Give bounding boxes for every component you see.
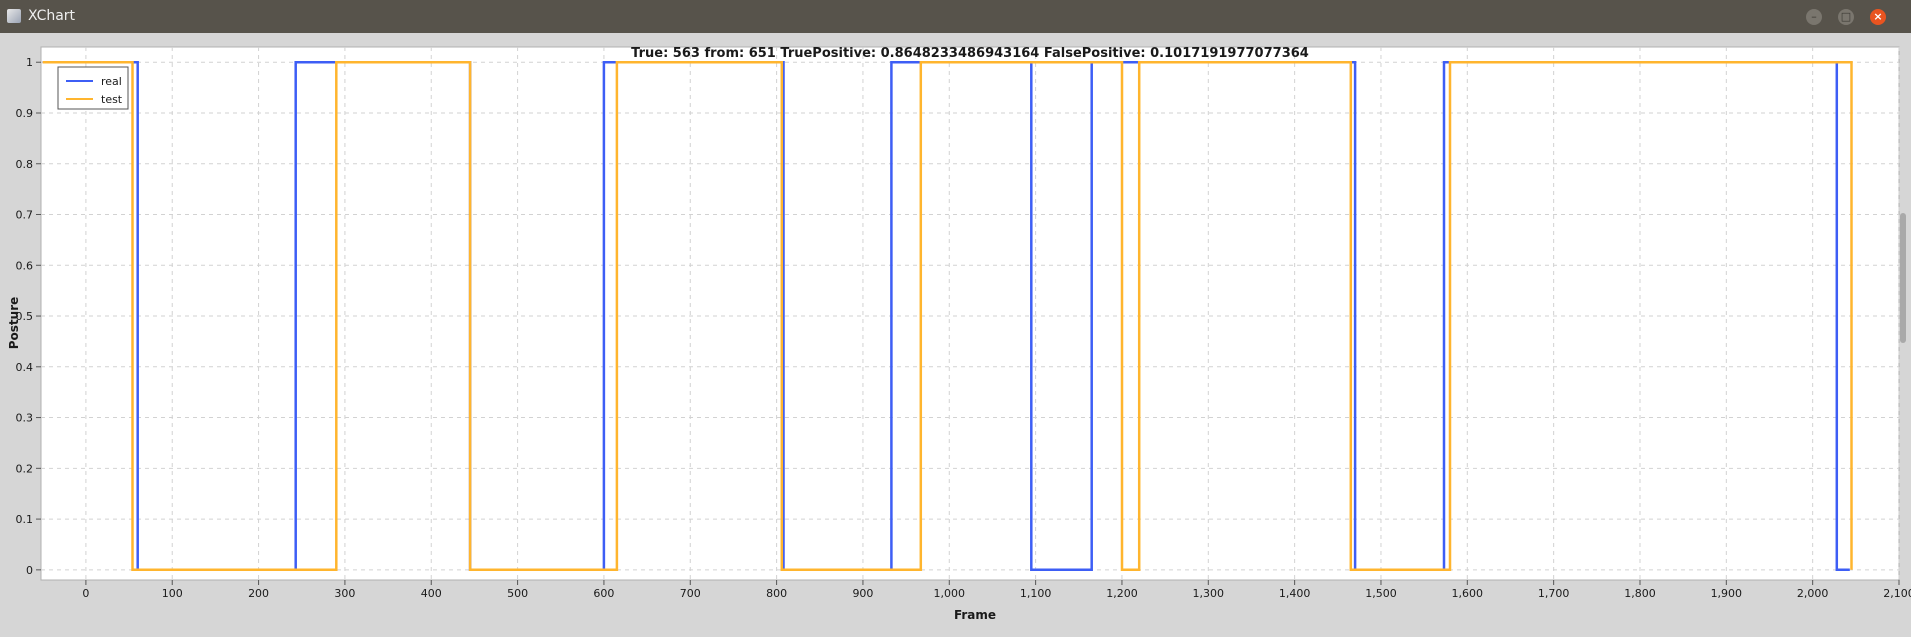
chart-panel: 0 100 200 300 400 500 600 700 800 900 1,000 1,100 1,… bbox=[0, 33, 1911, 633]
x-axis-label: Frame bbox=[954, 608, 996, 622]
x-tick-label: 500 bbox=[507, 587, 528, 600]
x-tick-label: 100 bbox=[162, 587, 183, 600]
x-tick-label: 1,700 bbox=[1538, 587, 1570, 600]
x-tick-label: 2,000 bbox=[1797, 587, 1829, 600]
x-tick-label: 200 bbox=[248, 587, 269, 600]
x-tick-label: 300 bbox=[334, 587, 355, 600]
x-tick-label: 2,100 bbox=[1883, 587, 1911, 600]
y-tick-label: 1 bbox=[26, 56, 33, 69]
line-chart: 0 100 200 300 400 500 600 700 800 900 1,000 1,100 1,… bbox=[0, 33, 1911, 633]
x-tick-label: 1,900 bbox=[1711, 587, 1743, 600]
x-tick-label: 1,200 bbox=[1106, 587, 1138, 600]
plot-background bbox=[41, 47, 1899, 580]
y-tick-label: 0.7 bbox=[16, 209, 34, 222]
y-axis-label: Posture bbox=[7, 297, 21, 350]
y-tick-label: 0.6 bbox=[16, 259, 34, 272]
x-tick-label: 1,100 bbox=[1020, 587, 1052, 600]
y-tick-label: 0.1 bbox=[16, 513, 34, 526]
y-tick-label: 0.8 bbox=[16, 158, 34, 171]
x-tick-label: 700 bbox=[680, 587, 701, 600]
x-tick-label: 900 bbox=[852, 587, 873, 600]
vertical-scrollbar[interactable] bbox=[1900, 213, 1906, 343]
x-tick-label: 1,400 bbox=[1279, 587, 1311, 600]
x-tick-label: 0 bbox=[82, 587, 89, 600]
x-tick-label: 1,500 bbox=[1365, 587, 1397, 600]
legend: real test bbox=[58, 67, 128, 109]
close-button[interactable]: × bbox=[1870, 9, 1886, 25]
maximize-button[interactable]: □ bbox=[1838, 9, 1854, 25]
x-tick-label: 1,300 bbox=[1193, 587, 1225, 600]
y-tick-label: 0 bbox=[26, 564, 33, 577]
title-bar[interactable]: XChart – □ × bbox=[0, 0, 1911, 33]
x-tick-label: 1,600 bbox=[1452, 587, 1484, 600]
y-tick-label: 0.4 bbox=[16, 361, 34, 374]
window-title: XChart bbox=[28, 8, 75, 24]
x-tick-label: 1,000 bbox=[934, 587, 966, 600]
app-icon bbox=[7, 9, 21, 23]
x-tick-label: 400 bbox=[421, 587, 442, 600]
chart-title: True: 563 from: 651 TruePositive: 0.8648… bbox=[631, 46, 1309, 61]
y-tick-label: 0.3 bbox=[16, 412, 34, 425]
x-tick-label: 800 bbox=[766, 587, 787, 600]
x-tick-label: 600 bbox=[593, 587, 614, 600]
y-tick-label: 0.2 bbox=[16, 462, 34, 475]
minimize-button[interactable]: – bbox=[1806, 9, 1822, 25]
x-tick-label: 1,800 bbox=[1624, 587, 1656, 600]
legend-label-test: test bbox=[101, 93, 123, 106]
y-tick-label: 0.9 bbox=[16, 107, 34, 120]
legend-label-real: real bbox=[101, 75, 122, 88]
